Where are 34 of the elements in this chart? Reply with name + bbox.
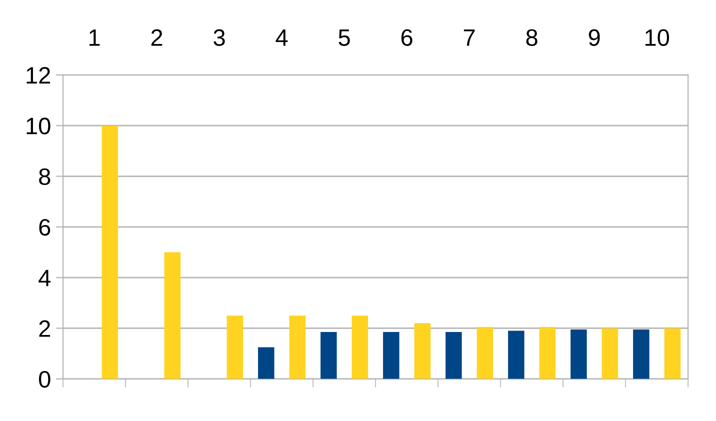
bar (164, 252, 181, 379)
y-tick-label: 10 (26, 118, 50, 134)
bar (320, 332, 337, 379)
x-tick-label: 8 (526, 29, 538, 46)
y-tick-label: 4 (38, 270, 51, 286)
bar (633, 330, 650, 379)
x-tick-label: 4 (276, 29, 288, 46)
x-tick-label: 5 (338, 29, 350, 46)
y-tick-label: 8 (39, 168, 50, 186)
bar (226, 316, 244, 379)
bar (508, 330, 524, 379)
bar (539, 326, 556, 379)
x-tick-label: 3 (214, 29, 225, 46)
bar (102, 126, 118, 379)
bar (383, 332, 400, 379)
bar (570, 330, 587, 379)
bar (446, 332, 462, 379)
bar (414, 323, 431, 379)
x-tick-label: 9 (588, 29, 600, 46)
x-tick-label: 10 (645, 29, 670, 46)
y-tick-label: 6 (39, 218, 50, 236)
y-tick-label: 12 (26, 67, 50, 84)
x-tick-label: 1 (89, 29, 100, 46)
bar (476, 326, 494, 379)
y-tick-label: 2 (39, 320, 50, 337)
x-tick-label: 2 (151, 29, 162, 46)
y-tick-label: 0 (38, 370, 50, 388)
bar (352, 316, 368, 379)
bar (602, 328, 618, 379)
bar (664, 328, 681, 379)
bar (289, 316, 306, 379)
bar (258, 347, 274, 379)
x-tick-label: 6 (401, 29, 412, 46)
x-tick-label: 7 (464, 29, 475, 46)
